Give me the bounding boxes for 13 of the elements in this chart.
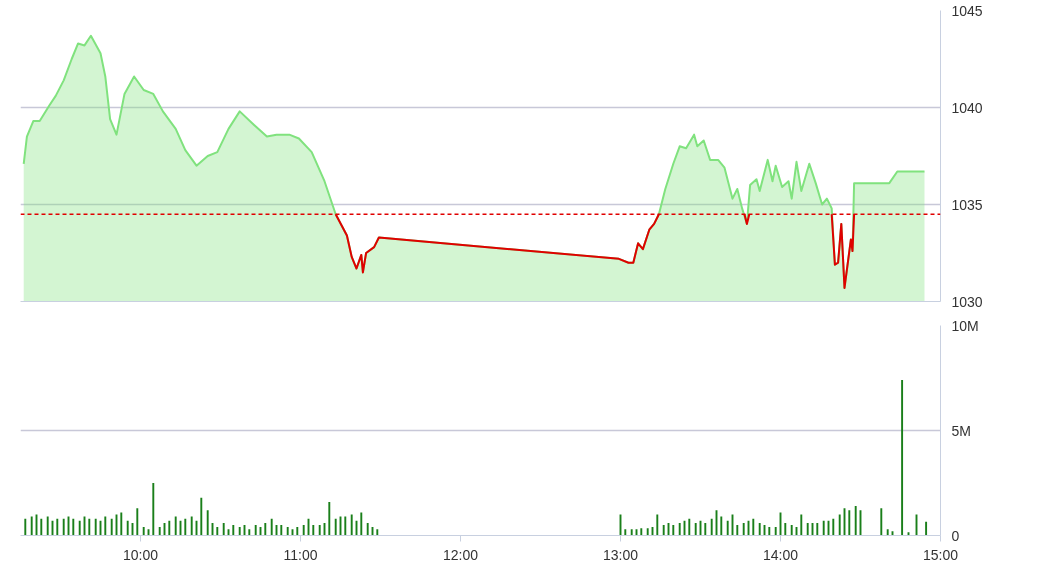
x-tick-label: 15:00 <box>922 546 959 563</box>
y-tick-label: 1040 <box>951 99 983 116</box>
x-tick-label: 11:00 <box>283 546 318 563</box>
x-tick-label: 14:00 <box>762 546 799 563</box>
y-tick-label: 10M <box>951 317 979 334</box>
y-tick-label: 1030 <box>951 293 983 310</box>
x-tick-label: 13:00 <box>602 546 639 563</box>
x-tick-label: 12:00 <box>442 546 479 563</box>
y-tick-label: 0 <box>951 527 960 544</box>
y-tick-label: 1035 <box>951 196 983 213</box>
x-tick-label: 10:00 <box>122 546 159 563</box>
y-tick-label: 5M <box>951 422 971 439</box>
y-tick-label: 1045 <box>951 2 983 19</box>
